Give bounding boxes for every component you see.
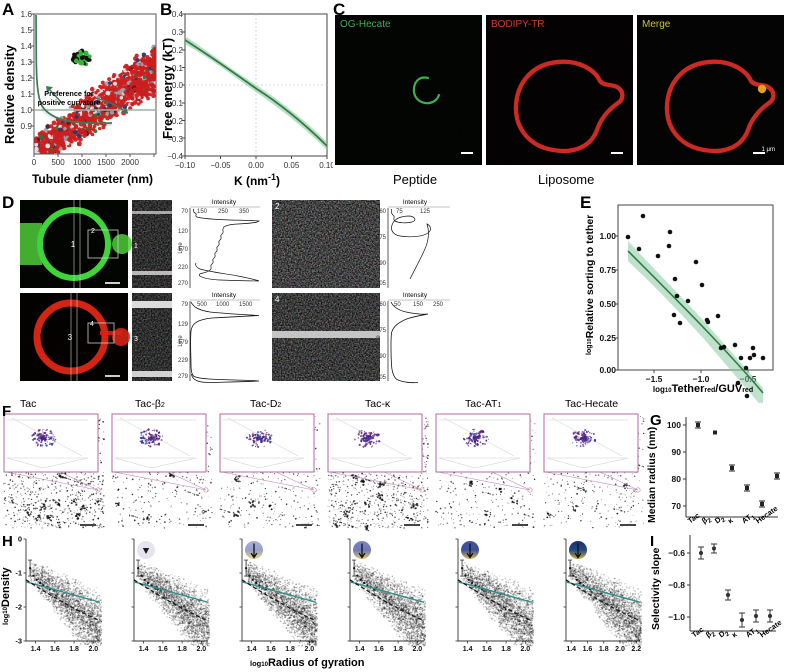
svg-text:105: 105: [376, 281, 387, 287]
svg-text:Line: Line: [376, 242, 382, 254]
svg-text:150: 150: [413, 302, 424, 308]
svg-text:75: 75: [396, 209, 403, 215]
svg-text:positive curvature: positive curvature: [38, 98, 101, 107]
svg-text:70: 70: [181, 209, 188, 215]
svg-text:1.5: 1.5: [20, 25, 32, 35]
svg-text:Intensity: Intensity: [212, 199, 237, 206]
svg-text:250: 250: [433, 302, 444, 308]
svg-text:0.00: 0.00: [248, 161, 264, 170]
svg-text:4: 4: [275, 295, 280, 304]
svg-text:79: 79: [181, 302, 188, 308]
svg-text:1: 1: [71, 240, 76, 249]
svg-text:Line: Line: [376, 335, 382, 347]
svg-text:Preference for: Preference for: [44, 89, 94, 98]
svg-text:60: 60: [379, 209, 386, 215]
svg-text:3: 3: [68, 333, 73, 342]
svg-text:Intensity: Intensity: [212, 292, 237, 299]
svg-text:2: 2: [91, 228, 95, 235]
svg-text:Line: Line: [178, 242, 184, 254]
svg-text:1000: 1000: [216, 302, 230, 308]
svg-text:OG-Hecate: OG-Hecate: [340, 19, 391, 30]
svg-text:125: 125: [420, 209, 431, 215]
svg-text:90: 90: [379, 354, 386, 360]
svg-text:Intensity: Intensity: [403, 292, 428, 299]
svg-text:75: 75: [379, 328, 386, 334]
svg-text:0.9: 0.9: [20, 121, 32, 131]
svg-text:105: 105: [376, 375, 387, 381]
svg-text:2: 2: [275, 202, 280, 211]
svg-text:1.4: 1.4: [20, 41, 32, 51]
svg-text:229: 229: [178, 358, 189, 364]
svg-text:1.00: 1.00: [599, 231, 616, 241]
svg-text:270: 270: [178, 281, 189, 287]
svg-text:279: 279: [178, 374, 189, 380]
svg-text:129: 129: [178, 322, 189, 328]
svg-text:350: 350: [239, 209, 250, 215]
svg-text:500: 500: [51, 158, 65, 167]
svg-text:Merge: Merge: [642, 19, 671, 30]
svg-text:60: 60: [379, 302, 386, 308]
svg-text:120: 120: [178, 229, 189, 235]
svg-text:1.6: 1.6: [20, 9, 32, 19]
svg-text:BODIPY-TR: BODIPY-TR: [491, 19, 545, 30]
svg-text:Line: Line: [178, 335, 184, 347]
svg-text:0.50: 0.50: [599, 299, 616, 309]
svg-text:0.00: 0.00: [599, 365, 616, 375]
svg-text:3: 3: [134, 336, 138, 343]
svg-text:4: 4: [90, 321, 94, 328]
svg-text:90: 90: [379, 261, 386, 267]
svg-text:1.2: 1.2: [20, 73, 32, 83]
svg-text:2000: 2000: [121, 158, 139, 167]
svg-text:1.1: 1.1: [20, 89, 32, 99]
svg-text:150: 150: [197, 209, 208, 215]
svg-text:0.4: 0.4: [172, 10, 184, 19]
svg-text:0.75: 0.75: [599, 265, 616, 275]
svg-text:1: 1: [134, 243, 138, 250]
svg-text:0.10: 0.10: [319, 161, 333, 170]
svg-text:220: 220: [178, 265, 189, 271]
svg-text:0.05: 0.05: [284, 161, 300, 170]
svg-text:1500: 1500: [239, 302, 253, 308]
svg-text:1000: 1000: [73, 158, 91, 167]
svg-text:0.25: 0.25: [599, 333, 616, 343]
svg-text:75: 75: [379, 235, 386, 241]
svg-text:Intensity: Intensity: [403, 199, 428, 206]
svg-text:500: 500: [197, 302, 208, 308]
svg-text:−0.4: −0.4: [167, 152, 183, 161]
svg-text:250: 250: [218, 209, 229, 215]
svg-text:−0.10: −0.10: [175, 161, 196, 170]
svg-text:1.0: 1.0: [20, 105, 32, 115]
svg-text:0: 0: [32, 158, 37, 167]
svg-text:1500: 1500: [97, 158, 115, 167]
svg-text:1.3: 1.3: [20, 57, 32, 67]
svg-text:−0.05: −0.05: [210, 161, 231, 170]
